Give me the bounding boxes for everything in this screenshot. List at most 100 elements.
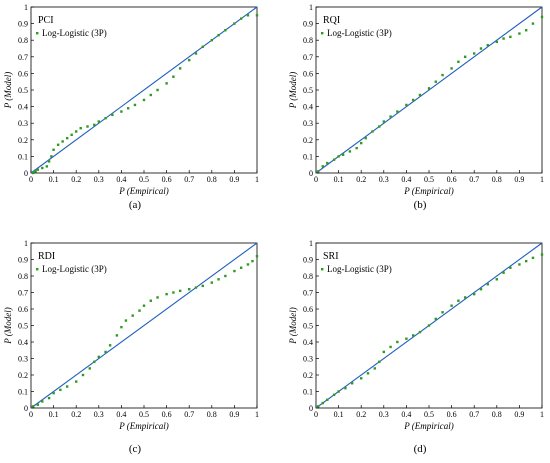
x-tick-label: 0.4 bbox=[116, 175, 126, 184]
data-point bbox=[518, 32, 521, 35]
data-point bbox=[47, 396, 51, 400]
y-tick-label: 0.1 bbox=[18, 388, 28, 397]
data-point bbox=[502, 271, 505, 274]
x-tick-label: 1 bbox=[255, 175, 259, 184]
data-point bbox=[188, 288, 191, 291]
data-point bbox=[172, 75, 175, 78]
y-tick-label: 0.7 bbox=[18, 53, 28, 62]
y-tick-label: 0.4 bbox=[303, 338, 313, 347]
data-point bbox=[52, 391, 55, 395]
x-tick-label: 0 bbox=[29, 410, 33, 419]
data-point bbox=[201, 284, 204, 288]
y-tick-label: 0.8 bbox=[18, 36, 28, 45]
data-point bbox=[111, 113, 114, 117]
chart-panel-3: 0 0.1 0.2 0.3 0.4 0.5 0.6 0.7 0.8 0.9 1 0 0.1 0.2 0.3 0… bbox=[3, 239, 259, 455]
data-point bbox=[418, 93, 422, 97]
x-tick-label: 0.7 bbox=[184, 410, 194, 419]
legend-marker bbox=[36, 268, 39, 271]
data-point bbox=[149, 299, 152, 302]
y-tick-label: 0.5 bbox=[303, 322, 313, 331]
y-tick-label: 1 bbox=[309, 3, 313, 12]
x-tick-label: 0.1 bbox=[49, 410, 59, 419]
legend-marker bbox=[321, 268, 324, 271]
data-point bbox=[524, 259, 528, 263]
data-point bbox=[366, 372, 370, 375]
y-tick-label: 0 bbox=[24, 404, 28, 413]
data-point bbox=[317, 170, 320, 173]
x-tick-label: 1 bbox=[255, 410, 259, 419]
x-tick-label: 0.2 bbox=[356, 175, 366, 184]
data-point bbox=[165, 292, 168, 296]
x-tick-label: 0 bbox=[29, 175, 33, 184]
x-tick-label: 0.7 bbox=[184, 175, 194, 184]
panel-caption: (c) bbox=[129, 443, 142, 455]
data-point bbox=[217, 278, 220, 281]
x-tick-label: 0 bbox=[314, 410, 318, 419]
data-point bbox=[509, 266, 512, 269]
data-point bbox=[41, 400, 44, 403]
data-point bbox=[224, 274, 227, 278]
data-point bbox=[45, 165, 49, 168]
panel-title: SRI bbox=[323, 251, 339, 262]
y-tick-label: 0.3 bbox=[303, 119, 313, 128]
y-tick-label: 0.2 bbox=[18, 371, 28, 380]
data-point bbox=[378, 360, 381, 363]
x-tick-label: 0.6 bbox=[162, 175, 172, 184]
y-tick-label: 0.7 bbox=[303, 289, 313, 298]
data-point bbox=[360, 377, 363, 380]
data-point bbox=[36, 403, 39, 406]
data-point bbox=[473, 52, 476, 55]
data-point bbox=[524, 29, 528, 32]
data-point bbox=[52, 148, 55, 151]
data-point bbox=[509, 35, 512, 39]
y-tick-label: 0.9 bbox=[18, 20, 28, 29]
y-tick-label: 0.1 bbox=[18, 152, 28, 161]
data-point bbox=[495, 278, 498, 281]
x-tick-label: 0.9 bbox=[514, 410, 524, 419]
panel-title: RDI bbox=[38, 251, 55, 262]
data-point bbox=[81, 373, 85, 377]
legend-marker bbox=[321, 32, 324, 35]
legend-label: Log-Logistic (3P) bbox=[42, 28, 107, 38]
data-point bbox=[75, 130, 78, 133]
data-point bbox=[405, 103, 408, 107]
legend-label: Log-Logistic (3P) bbox=[327, 264, 392, 274]
y-tick-label: 0.2 bbox=[18, 136, 28, 145]
y-axis-label: P (Model) bbox=[3, 72, 13, 110]
panel-caption: (d) bbox=[414, 443, 427, 455]
y-tick-label: 0.6 bbox=[18, 305, 28, 314]
data-point bbox=[108, 344, 112, 347]
data-point bbox=[239, 266, 243, 269]
y-tick-label: 0.3 bbox=[303, 355, 313, 364]
y-tick-label: 0.8 bbox=[18, 272, 28, 281]
x-tick-label: 0.7 bbox=[469, 410, 479, 419]
x-tick-label: 0.8 bbox=[492, 410, 502, 419]
data-point bbox=[142, 98, 146, 102]
y-tick-label: 0.4 bbox=[18, 338, 28, 347]
x-tick-label: 0.8 bbox=[207, 175, 217, 184]
data-point bbox=[124, 319, 128, 322]
y-tick-label: 0.7 bbox=[18, 289, 28, 298]
x-tick-label: 0.9 bbox=[229, 410, 239, 419]
data-point bbox=[104, 117, 107, 120]
x-tick-label: 0.4 bbox=[116, 410, 126, 419]
y-tick-label: 0.6 bbox=[303, 69, 313, 78]
data-point bbox=[531, 22, 535, 25]
data-point bbox=[389, 345, 392, 349]
x-axis-label: P (Empirical) bbox=[403, 186, 454, 196]
data-point bbox=[59, 388, 62, 392]
data-point bbox=[142, 304, 146, 307]
reference-line bbox=[315, 6, 543, 174]
data-point bbox=[255, 255, 259, 258]
data-point bbox=[86, 125, 89, 128]
x-tick-label: 0.4 bbox=[401, 410, 411, 419]
data-point bbox=[56, 143, 60, 146]
y-tick-label: 1 bbox=[24, 239, 28, 248]
data-point bbox=[434, 80, 437, 83]
data-point bbox=[396, 110, 399, 113]
legend-marker bbox=[36, 32, 39, 35]
data-point bbox=[326, 161, 329, 165]
data-point bbox=[36, 168, 39, 171]
data-point bbox=[326, 398, 329, 401]
x-tick-label: 0.1 bbox=[49, 175, 59, 184]
